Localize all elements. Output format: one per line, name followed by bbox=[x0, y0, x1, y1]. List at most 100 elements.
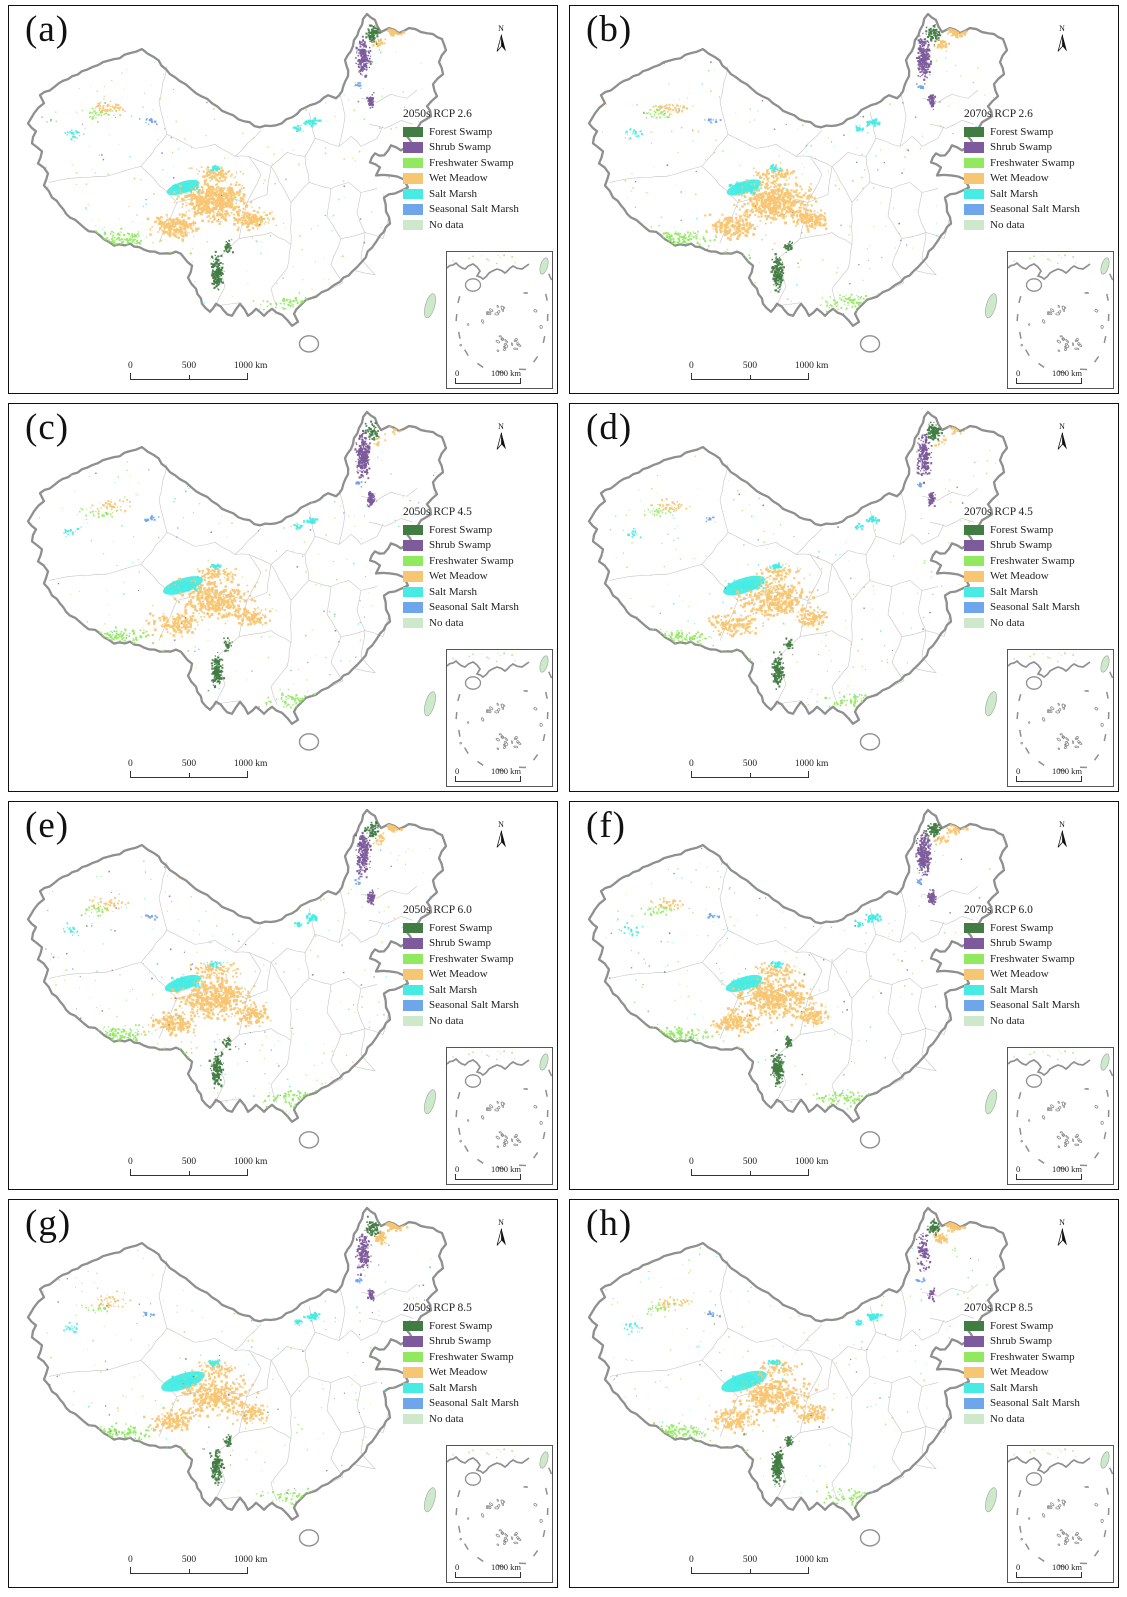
legend-swatch-freshwater-swamp bbox=[964, 1351, 984, 1362]
legend-swatch-seasonal-salt-marsh bbox=[403, 602, 423, 613]
legend-label: Shrub Swamp bbox=[429, 937, 492, 950]
north-arrow-icon bbox=[1057, 432, 1067, 450]
legend-item-seasonal-salt-marsh: Seasonal Salt Marsh bbox=[964, 1396, 1116, 1412]
legend-label: Forest Swamp bbox=[429, 921, 493, 934]
legend-swatch-salt-marsh bbox=[403, 984, 423, 995]
legend-swatch-shrub-swamp bbox=[964, 938, 984, 949]
inset-scale-label-0: 0 bbox=[1016, 1164, 1021, 1174]
legend-item-shrub-swamp: Shrub Swamp bbox=[964, 538, 1116, 554]
map-panel: (d) N 2070s RCP 4.5 Forest Swamp Shrub S… bbox=[569, 403, 1119, 792]
legend-label: Freshwater Swamp bbox=[429, 156, 514, 169]
legend-item-shrub-swamp: Shrub Swamp bbox=[403, 538, 555, 554]
scale-label-1000km: 1000 km bbox=[794, 1157, 829, 1167]
inset-scale-label-0: 0 bbox=[1016, 368, 1021, 378]
legend-label: Forest Swamp bbox=[990, 921, 1054, 934]
inset-scale-line bbox=[455, 776, 521, 782]
north-arrow-icon bbox=[496, 432, 506, 450]
legend-label: Seasonal Salt Marsh bbox=[429, 601, 519, 614]
legend-item-salt-marsh: Salt Marsh bbox=[964, 982, 1116, 998]
legend-label: No data bbox=[429, 616, 464, 629]
legend-swatch-salt-marsh bbox=[964, 984, 984, 995]
scale-label-0: 0 bbox=[128, 1555, 133, 1565]
china-map bbox=[26, 1206, 448, 1547]
legend-item-no-data: No data bbox=[403, 615, 555, 631]
legend-item-seasonal-salt-marsh: Seasonal Salt Marsh bbox=[403, 202, 555, 218]
inset-scale-label-1000km: 1000 km bbox=[491, 368, 521, 378]
legend-swatch-seasonal-salt-marsh bbox=[964, 1398, 984, 1409]
legend-swatch-forest-swamp bbox=[964, 524, 984, 535]
inset-scale-label-0: 0 bbox=[1016, 1562, 1021, 1572]
legend-swatch-seasonal-salt-marsh bbox=[403, 1398, 423, 1409]
inset-scale-line bbox=[455, 1572, 521, 1578]
legend-swatch-freshwater-swamp bbox=[403, 157, 423, 168]
legend-swatch-shrub-swamp bbox=[403, 938, 423, 949]
legend-label: Seasonal Salt Marsh bbox=[990, 999, 1080, 1012]
map-panel: (a) N 2050s RCP 2.6 Forest Swamp Shrub S… bbox=[8, 5, 558, 394]
map-panel: (g) N 2050s RCP 8.5 Forest Swamp Shrub S… bbox=[8, 1199, 558, 1588]
scale-bar-line bbox=[130, 373, 248, 380]
scale-bar: 0 500 1000 km bbox=[689, 361, 828, 380]
map-legend: 2070s RCP 6.0 Forest Swamp Shrub Swamp F… bbox=[964, 904, 1116, 1029]
inset-scale-bar: 0 1000 km bbox=[1016, 766, 1082, 782]
north-arrow-icon bbox=[1057, 34, 1067, 52]
legend-item-forest-swamp: Forest Swamp bbox=[964, 522, 1116, 538]
inset-map-canvas bbox=[447, 652, 552, 772]
legend-label: Wet Meadow bbox=[429, 968, 488, 981]
scale-bar-line bbox=[691, 1169, 809, 1176]
legend-swatch-no-data bbox=[403, 219, 423, 230]
legend-item-no-data: No data bbox=[964, 1013, 1116, 1029]
legend-item-freshwater-swamp: Freshwater Swamp bbox=[964, 951, 1116, 967]
map-legend: 2050s RCP 8.5 Forest Swamp Shrub Swamp F… bbox=[403, 1302, 555, 1427]
legend-item-freshwater-swamp: Freshwater Swamp bbox=[403, 951, 555, 967]
legend-swatch-salt-marsh bbox=[403, 586, 423, 597]
china-map bbox=[587, 410, 1009, 751]
map-legend: 2070s RCP 8.5 Forest Swamp Shrub Swamp F… bbox=[964, 1302, 1116, 1427]
map-panel: (c) N 2050s RCP 4.5 Forest Swamp Shrub S… bbox=[8, 403, 558, 792]
inset-scale-label-1000km: 1000 km bbox=[1052, 368, 1082, 378]
legend-swatch-wet-meadow bbox=[403, 571, 423, 582]
map-legend: 2050s RCP 6.0 Forest Swamp Shrub Swamp F… bbox=[403, 904, 555, 1029]
inset-map-south-china-sea: 0 1000 km bbox=[1007, 251, 1114, 389]
legend-label: No data bbox=[429, 1412, 464, 1425]
legend-label: No data bbox=[990, 1014, 1025, 1027]
legend-label: Freshwater Swamp bbox=[990, 1350, 1075, 1363]
legend-label: Forest Swamp bbox=[429, 523, 493, 536]
legend-swatch-no-data bbox=[403, 1413, 423, 1424]
panel-label: (h) bbox=[586, 1203, 633, 1244]
legend-item-wet-meadow: Wet Meadow bbox=[964, 569, 1116, 585]
scale-label-500: 500 bbox=[742, 759, 758, 769]
north-arrow-icon bbox=[1057, 830, 1067, 848]
legend-item-shrub-swamp: Shrub Swamp bbox=[403, 1334, 555, 1350]
panel-label: (g) bbox=[25, 1203, 72, 1244]
legend-item-salt-marsh: Salt Marsh bbox=[964, 584, 1116, 600]
legend-label: Freshwater Swamp bbox=[429, 554, 514, 567]
scale-bar-line bbox=[130, 1567, 248, 1574]
scale-bar: 0 500 1000 km bbox=[128, 1555, 267, 1574]
scale-label-500: 500 bbox=[181, 361, 197, 371]
inset-map-canvas bbox=[1008, 1050, 1113, 1170]
legend-swatch-salt-marsh bbox=[964, 188, 984, 199]
legend-swatch-wet-meadow bbox=[964, 969, 984, 980]
panel-label: (b) bbox=[586, 9, 633, 50]
north-label: N bbox=[498, 820, 504, 829]
legend-item-wet-meadow: Wet Meadow bbox=[403, 171, 555, 187]
legend-label: Seasonal Salt Marsh bbox=[990, 203, 1080, 216]
scale-bar-line bbox=[130, 771, 248, 778]
legend-swatch-freshwater-swamp bbox=[403, 1351, 423, 1362]
scale-label-500: 500 bbox=[742, 1555, 758, 1565]
legend-item-seasonal-salt-marsh: Seasonal Salt Marsh bbox=[403, 1396, 555, 1412]
legend-item-no-data: No data bbox=[964, 217, 1116, 233]
legend-swatch-salt-marsh bbox=[403, 1382, 423, 1393]
legend-swatch-seasonal-salt-marsh bbox=[964, 602, 984, 613]
inset-scale-label-0: 0 bbox=[1016, 766, 1021, 776]
inset-scale-bar: 0 1000 km bbox=[455, 766, 521, 782]
legend-label: Wet Meadow bbox=[429, 1366, 488, 1379]
legend-item-seasonal-salt-marsh: Seasonal Salt Marsh bbox=[403, 600, 555, 616]
legend-label: Wet Meadow bbox=[990, 570, 1049, 583]
inset-scale-bar: 0 1000 km bbox=[1016, 1562, 1082, 1578]
legend-label: Shrub Swamp bbox=[990, 937, 1053, 950]
legend-title: 2050s RCP 2.6 bbox=[403, 108, 472, 120]
scale-bar-line bbox=[691, 771, 809, 778]
scale-bar-line bbox=[130, 1169, 248, 1176]
